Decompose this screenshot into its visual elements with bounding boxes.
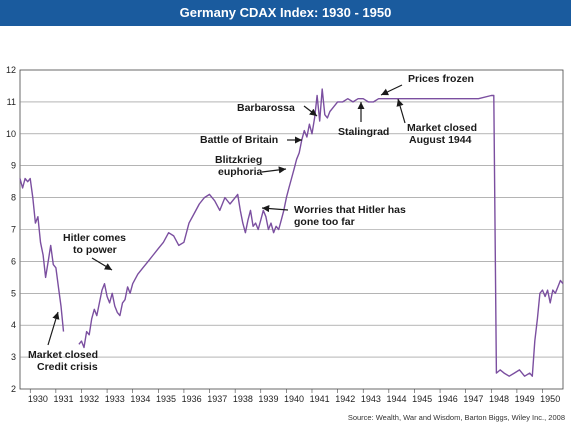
x-tick-label-1933: 1933 [105, 394, 125, 404]
annotation-2-line-0: Barbarossa [237, 102, 295, 114]
annotation-arrow-2 [303, 105, 318, 117]
x-tick-label-1930: 1930 [28, 394, 48, 404]
annotation-8-line-0: Market closed [407, 122, 477, 134]
annotation-4-line-0: Blitzkrieg [215, 154, 262, 166]
x-tick-label-1942: 1942 [335, 394, 355, 404]
chart-title: Germany CDAX Index: 1930 - 1950 [0, 0, 571, 26]
x-tick-label-1943: 1943 [361, 394, 381, 404]
annotation-7-line-0: Prices frozen [408, 73, 474, 85]
x-tick-label-1949: 1949 [515, 394, 535, 404]
annotation-1-line-1: Credit crisis [37, 361, 98, 373]
series-line-cdax [19, 88, 564, 377]
annotation-0-line-0: Hitler comes [63, 232, 126, 244]
x-tick-label-1945: 1945 [412, 394, 432, 404]
y-tick-label-9: 9 [11, 161, 16, 171]
annotation-arrow-4 [261, 166, 287, 174]
annotation-0-line-1: to power [73, 244, 117, 256]
x-tick-label-1935: 1935 [156, 394, 176, 404]
y-tick-label-7: 7 [11, 225, 16, 235]
annotation-5-line-0: Worries that Hitler has [294, 204, 406, 216]
annotation-3-line-0: Battle of Britain [200, 134, 278, 146]
annotation-arrow-1 [47, 311, 60, 346]
x-tick-label-1948: 1948 [489, 394, 509, 404]
x-tick-label-1939: 1939 [258, 394, 278, 404]
x-tick-label-1938: 1938 [233, 394, 253, 404]
source-note: Source: Wealth, War and Wisdom, Barton B… [348, 413, 565, 422]
annotation-arrow-8 [396, 98, 406, 124]
x-tick-label-1947: 1947 [463, 394, 483, 404]
annotation-arrow-5 [261, 204, 289, 213]
x-tick-label-1941: 1941 [310, 394, 330, 404]
y-tick-label-10: 10 [6, 129, 16, 139]
x-tick-label-1937: 1937 [207, 394, 227, 404]
y-tick-label-8: 8 [11, 193, 16, 203]
y-tick-label-4: 4 [11, 320, 16, 330]
x-tick-label-1931: 1931 [54, 394, 74, 404]
annotation-1-line-0: Market closed [28, 349, 98, 361]
annotation-8-line-1: August 1944 [409, 134, 472, 146]
x-tick-label-1950: 1950 [540, 394, 560, 404]
y-tick-label-12: 12 [6, 65, 16, 75]
y-tick-label-11: 11 [7, 97, 16, 107]
x-tick-label-1946: 1946 [438, 394, 458, 404]
y-tick-label-5: 5 [11, 288, 16, 298]
y-tick-label-2: 2 [11, 384, 16, 394]
x-tick-label-1940: 1940 [284, 394, 304, 404]
annotation-6-line-0: Stalingrad [338, 126, 389, 138]
annotation-arrow-0 [91, 257, 113, 271]
y-tick-label-6: 6 [11, 256, 16, 266]
annotation-5-line-1: gone too far [294, 216, 355, 228]
annotation-arrow-7 [380, 84, 403, 96]
x-tick-label-1932: 1932 [79, 394, 99, 404]
y-tick-label-3: 3 [11, 352, 16, 362]
x-tick-label-1944: 1944 [386, 394, 406, 404]
x-tick-label-1936: 1936 [182, 394, 202, 404]
annotation-4-line-1: euphoria [218, 166, 262, 178]
x-tick-label-1934: 1934 [130, 394, 150, 404]
